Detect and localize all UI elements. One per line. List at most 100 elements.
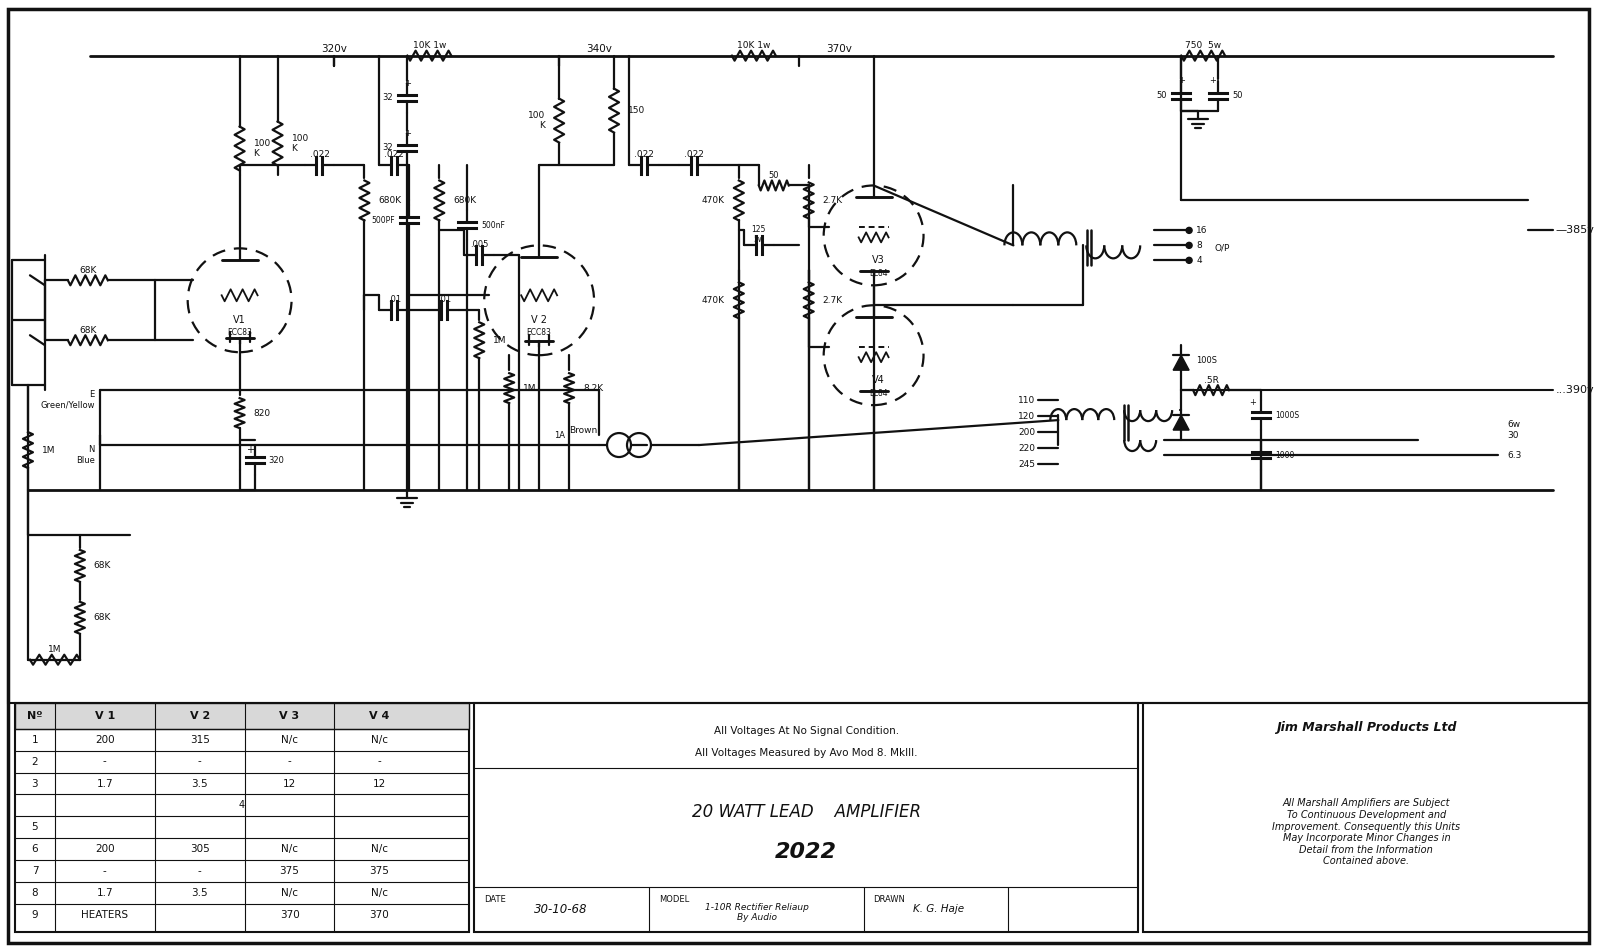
- Text: 470K: 470K: [702, 296, 725, 305]
- Text: V 1: V 1: [94, 710, 115, 721]
- Text: EL84: EL84: [869, 388, 888, 398]
- Text: 6: 6: [32, 844, 38, 854]
- Text: -: -: [198, 757, 202, 766]
- Text: Brown: Brown: [570, 426, 597, 434]
- Text: N/c: N/c: [282, 888, 298, 899]
- Text: 68K: 68K: [78, 266, 96, 275]
- Text: V3: V3: [872, 255, 885, 266]
- Text: 750  5w: 750 5w: [1186, 41, 1221, 50]
- Text: 8: 8: [32, 888, 38, 899]
- Text: 200: 200: [1018, 427, 1035, 437]
- Text: 375: 375: [370, 866, 389, 877]
- Text: +: +: [246, 445, 254, 455]
- Polygon shape: [1173, 415, 1189, 430]
- Text: 125
5w: 125 5w: [752, 225, 766, 244]
- Text: 120: 120: [1018, 411, 1035, 421]
- Text: .022: .022: [384, 150, 405, 159]
- Text: .022: .022: [683, 150, 704, 159]
- Text: MODEL: MODEL: [659, 895, 690, 904]
- Text: .01: .01: [387, 295, 402, 304]
- Text: O/P: O/P: [1214, 244, 1229, 253]
- Text: +: +: [403, 79, 411, 89]
- Text: K. G. Haje: K. G. Haje: [914, 904, 965, 914]
- Text: 1.7: 1.7: [96, 779, 114, 788]
- Text: 4: 4: [1197, 256, 1202, 265]
- Text: 8: 8: [1197, 241, 1202, 249]
- Text: All Voltages At No Signal Condition.: All Voltages At No Signal Condition.: [714, 725, 899, 736]
- Text: V1: V1: [234, 315, 246, 326]
- Text: ECC83: ECC83: [526, 327, 552, 337]
- Bar: [474, 703, 1138, 932]
- Text: V 2: V 2: [189, 710, 210, 721]
- Text: 370v: 370v: [826, 44, 851, 53]
- Text: 2: 2: [32, 757, 38, 766]
- Text: 1000: 1000: [1275, 450, 1294, 460]
- Text: 20 WATT LEAD    AMPLIFIER: 20 WATT LEAD AMPLIFIER: [691, 803, 920, 822]
- Text: 50: 50: [1157, 91, 1166, 100]
- Text: 1000S: 1000S: [1275, 410, 1299, 420]
- Text: 3: 3: [32, 779, 38, 788]
- Circle shape: [1186, 243, 1192, 248]
- Text: .022: .022: [634, 150, 654, 159]
- Text: N/c: N/c: [371, 888, 387, 899]
- Text: 315: 315: [190, 735, 210, 744]
- Text: 32: 32: [382, 143, 394, 152]
- Bar: [8, 9, 1589, 703]
- Text: 16: 16: [1197, 226, 1208, 235]
- Text: 2022: 2022: [776, 843, 837, 863]
- Circle shape: [1186, 228, 1192, 233]
- Text: 10K 1w: 10K 1w: [413, 41, 446, 50]
- Text: 1A: 1A: [554, 430, 565, 440]
- Text: 2.7K: 2.7K: [822, 196, 843, 205]
- Text: E
Green/Yellow: E Green/Yellow: [40, 390, 94, 409]
- Text: 68K: 68K: [94, 562, 112, 570]
- Text: 340v: 340v: [586, 44, 611, 53]
- Text: Jim Marshall Products Ltd: Jim Marshall Products Ltd: [1277, 721, 1456, 734]
- Text: 3.5: 3.5: [192, 888, 208, 899]
- Text: 6w
30: 6w 30: [1507, 421, 1520, 440]
- Text: 370: 370: [280, 910, 299, 921]
- Text: 305: 305: [190, 844, 210, 854]
- Text: 680K: 680K: [378, 196, 402, 205]
- Text: .01: .01: [438, 295, 451, 304]
- Text: EL84: EL84: [869, 268, 888, 278]
- Text: 2.7K: 2.7K: [822, 296, 843, 305]
- Text: .022: .022: [309, 150, 330, 159]
- Text: 68K: 68K: [94, 613, 112, 623]
- Text: 200: 200: [94, 735, 115, 744]
- Text: -: -: [102, 757, 107, 766]
- Text: 100
K: 100 K: [528, 110, 546, 130]
- Text: 9: 9: [32, 910, 38, 921]
- Text: 820: 820: [253, 408, 270, 418]
- Text: —385v: —385v: [1555, 226, 1595, 235]
- Text: 200: 200: [94, 844, 115, 854]
- Text: 370: 370: [370, 910, 389, 921]
- Bar: [14, 703, 469, 728]
- Text: 4: 4: [238, 801, 245, 810]
- Text: V 2: V 2: [531, 315, 547, 326]
- Text: 100
K: 100 K: [291, 134, 309, 153]
- Text: 500PF: 500PF: [371, 216, 395, 225]
- Text: 1-10R Rectifier Reliaup
By Audio: 1-10R Rectifier Reliaup By Audio: [706, 902, 808, 922]
- Text: 680K: 680K: [453, 196, 477, 205]
- Text: ...390v: ...390v: [1555, 386, 1594, 395]
- Text: 320v: 320v: [322, 44, 347, 53]
- Text: +: +: [403, 129, 411, 138]
- Text: All Voltages Measured by Avo Mod 8. MkIII.: All Voltages Measured by Avo Mod 8. MkII…: [694, 747, 917, 758]
- Text: 320: 320: [269, 455, 285, 465]
- Text: 375: 375: [280, 866, 299, 877]
- Text: V4: V4: [872, 375, 885, 386]
- Text: 1: 1: [32, 735, 38, 744]
- Text: 1M: 1M: [493, 336, 507, 345]
- Text: 12: 12: [283, 779, 296, 788]
- Bar: [14, 703, 469, 932]
- Text: +: +: [1250, 398, 1256, 407]
- Text: V 3: V 3: [280, 710, 299, 721]
- Text: .5R: .5R: [1203, 376, 1219, 385]
- Text: 50: 50: [768, 171, 779, 180]
- Text: 1M: 1M: [523, 384, 536, 392]
- Text: 1M: 1M: [42, 446, 56, 454]
- Circle shape: [1186, 257, 1192, 264]
- Polygon shape: [1173, 355, 1189, 370]
- Text: 245: 245: [1018, 460, 1035, 468]
